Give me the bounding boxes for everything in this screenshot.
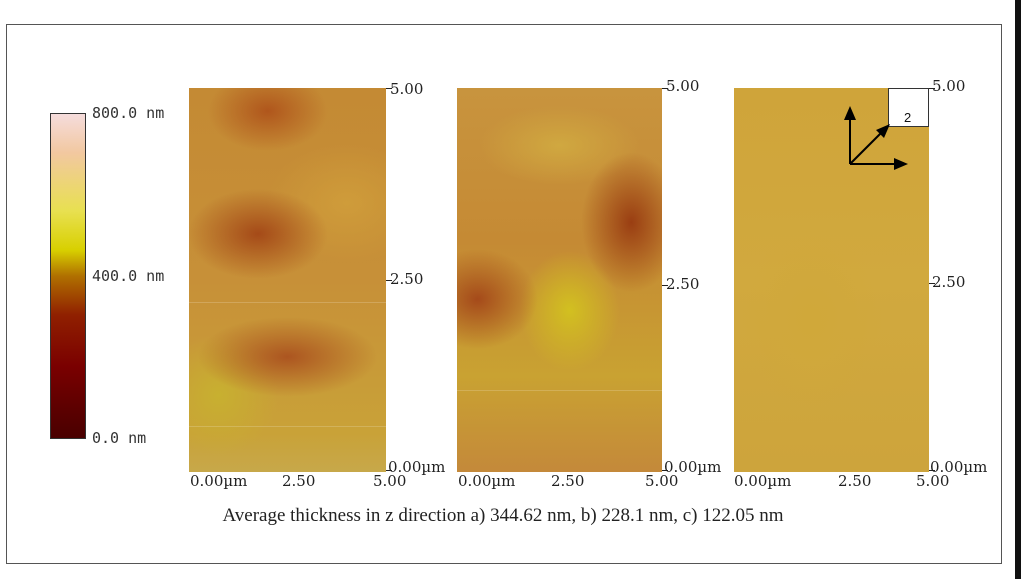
y-tick-mark <box>662 470 668 471</box>
panel-a-x-tick-end: 5.00 <box>373 472 407 490</box>
y-tick-mark <box>386 88 392 89</box>
panel-c-y-tick-mid: 2.50 <box>932 273 966 291</box>
y-tick-mark <box>386 470 392 471</box>
panel-a-x-tick-mid: 2.50 <box>282 472 316 490</box>
axes-inset-box <box>888 88 929 127</box>
panel-c-x-tick-start: 0.00µm <box>734 472 792 490</box>
afm-image-c <box>734 88 929 472</box>
panel-a-y-tick-bottom: 0.00µm <box>388 458 446 476</box>
panel-c-x-tick-mid: 2.50 <box>838 472 872 490</box>
y-tick-mark <box>929 88 935 89</box>
orientation-axes-icon <box>844 106 908 170</box>
scan-artifact-line <box>189 426 386 427</box>
panel-b-y-tick-top: 5.00 <box>666 77 700 95</box>
axes-inset-label: 2 <box>904 110 912 125</box>
figure-caption: Average thickness in z direction a) 344.… <box>222 505 784 526</box>
colorbar-max-label: 800.0 nm <box>92 104 165 122</box>
scan-artifact-line <box>189 302 386 303</box>
colorbar-min-label: 0.0 nm <box>92 429 147 447</box>
panel-c-x-tick-end: 5.00 <box>916 472 950 490</box>
panel-a-y-tick-mid: 2.50 <box>390 270 424 288</box>
y-tick-mark <box>386 280 392 281</box>
panel-c-y-tick-top: 5.00 <box>932 77 966 95</box>
scan-artifact-line <box>457 390 662 391</box>
y-tick-mark <box>929 470 935 471</box>
panel-a-y-tick-top: 5.00 <box>390 80 424 98</box>
panel-b-x-tick-end: 5.00 <box>645 472 679 490</box>
y-tick-mark <box>662 88 668 89</box>
panel-c-y-tick-bottom: 0.00µm <box>930 458 988 476</box>
afm-image-a <box>189 88 386 472</box>
colorbar-mid-label: 400.0 nm <box>92 267 165 285</box>
panel-b-x-tick-start: 0.00µm <box>458 472 516 490</box>
y-tick-mark <box>662 285 668 286</box>
page-edge-bar <box>1015 0 1021 579</box>
figure-frame <box>6 24 1002 564</box>
y-tick-mark <box>929 283 935 284</box>
afm-image-b <box>457 88 662 472</box>
panel-b-x-tick-mid: 2.50 <box>551 472 585 490</box>
panel-b-y-tick-mid: 2.50 <box>666 275 700 293</box>
height-colorbar <box>50 113 86 439</box>
panel-b-y-tick-bottom: 0.00µm <box>664 458 722 476</box>
panel-a-x-tick-start: 0.00µm <box>190 472 248 490</box>
